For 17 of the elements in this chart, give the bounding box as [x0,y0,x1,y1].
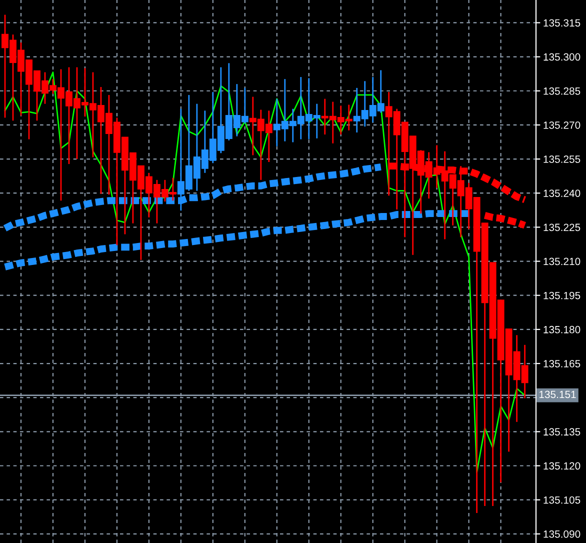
y-tick-label: 135.165 [544,360,580,368]
y-tick-label: 135.195 [544,292,580,300]
y-tick-label: 135.300 [544,53,580,61]
y-tick-label: 135.240 [544,190,580,197]
y-tick-label: 135.285 [544,87,580,95]
y-tick-label: 135.210 [544,258,580,266]
y-tick-label: 135.225 [544,224,580,232]
y-tick-label: 135.090 [544,530,580,538]
ref-line-label: 135.151 [539,390,576,398]
y-tick-label: 135.270 [544,121,580,129]
y-tick-label: 135.255 [544,156,580,163]
line-series [4,72,526,474]
y-tick-label: 135.105 [544,496,580,504]
y-tick-label: 135.135 [544,428,580,436]
y-tick-label: 135.315 [544,19,580,27]
y-tick-label: 135.120 [544,462,580,470]
y-tick-label: 135.180 [544,326,580,334]
